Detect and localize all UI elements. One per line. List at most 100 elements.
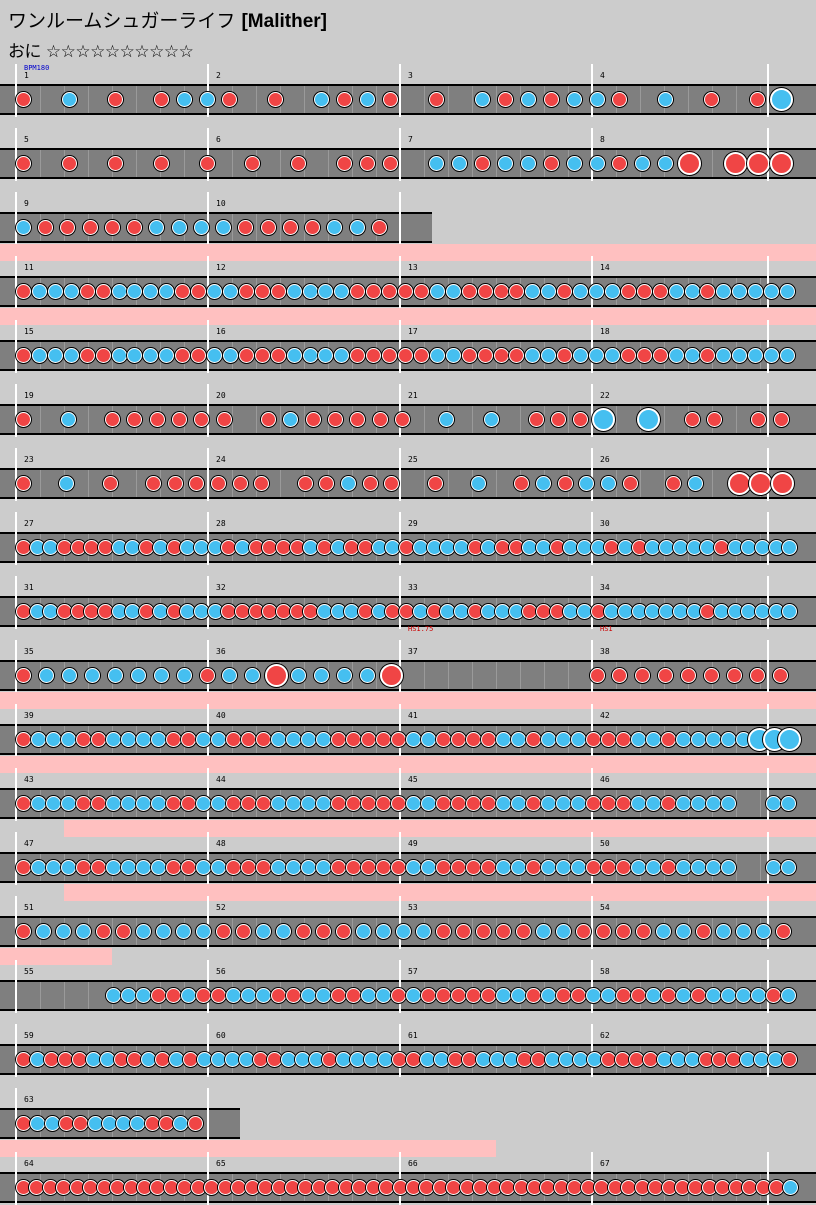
don-note: [166, 795, 181, 811]
ka-note: [511, 987, 526, 1003]
ka-note: [656, 923, 671, 939]
ka-note: [61, 795, 76, 811]
ka-note: [586, 987, 601, 1003]
bpm-label: BPM180: [24, 64, 50, 72]
measure-number: 16: [216, 327, 226, 336]
lane-border: [0, 945, 816, 947]
ka-note: [301, 795, 316, 811]
ka-note: [766, 795, 781, 811]
ka-note: [768, 1051, 784, 1067]
ka-note: [116, 1115, 132, 1131]
barline: [591, 64, 593, 117]
measure-number: 47: [24, 839, 34, 848]
ka-note: [589, 283, 605, 299]
don-note: [556, 987, 571, 1003]
don-note: [234, 603, 250, 619]
ka-note: [601, 475, 616, 491]
ka-note: [676, 731, 691, 747]
big-don-note: [264, 664, 288, 687]
beat-line: [520, 406, 521, 433]
ka-note: [193, 539, 209, 555]
don-note: [317, 539, 333, 555]
ka-note: [489, 1051, 505, 1067]
don-note: [773, 411, 789, 427]
don-note: [270, 347, 286, 363]
ka-note: [121, 987, 136, 1003]
beat-line: [352, 662, 353, 689]
barline: [15, 64, 17, 117]
ka-note: [143, 283, 159, 299]
barline: [399, 704, 401, 757]
barline: [207, 704, 209, 757]
barline: [207, 1088, 209, 1141]
lane-border: [0, 497, 816, 499]
don-note: [127, 1051, 143, 1067]
ka-note: [29, 1051, 45, 1067]
ka-note: [646, 731, 661, 747]
don-note: [436, 859, 451, 875]
ka-note: [63, 283, 79, 299]
don-note: [79, 347, 95, 363]
don-note: [700, 603, 716, 619]
measure-number: 63: [24, 1095, 34, 1104]
lane-border: [0, 689, 816, 691]
difficulty-label: [Malither]: [241, 11, 327, 32]
ka-note: [84, 667, 100, 683]
gogo-section: [64, 884, 816, 901]
measure-number: 30: [600, 519, 610, 528]
don-note: [636, 347, 652, 363]
ka-note: [676, 923, 691, 939]
barline: [399, 128, 401, 181]
ka-note: [713, 603, 729, 619]
don-note: [782, 1051, 798, 1067]
don-note: [493, 283, 509, 299]
ka-note: [46, 859, 61, 875]
ka-note: [47, 347, 63, 363]
ka-note: [541, 283, 557, 299]
big-don-note: [727, 472, 751, 495]
ka-note: [706, 987, 721, 1003]
ka-note: [635, 155, 651, 171]
beat-line: [352, 86, 353, 113]
ka-note: [193, 219, 209, 235]
barline: [767, 64, 769, 117]
don-note: [366, 347, 382, 363]
don-note: [194, 411, 210, 427]
don-note: [696, 923, 711, 939]
ka-note: [127, 347, 143, 363]
barline: [767, 256, 769, 309]
don-note: [528, 411, 544, 427]
lane-border: [0, 1108, 240, 1110]
barline: [399, 1024, 401, 1077]
big-don-note: [749, 472, 773, 495]
beat-line: [664, 406, 665, 433]
don-note: [159, 1115, 175, 1131]
don-note: [571, 987, 586, 1003]
don-note: [91, 795, 106, 811]
ka-note: [152, 539, 168, 555]
don-note: [276, 603, 291, 619]
don-note: [596, 923, 611, 939]
don-note: [254, 475, 270, 491]
don-note: [110, 1179, 126, 1195]
don-note: [376, 731, 391, 747]
don-note: [268, 91, 284, 107]
don-note: [155, 1051, 171, 1067]
gogo-section: [0, 244, 816, 261]
don-note: [328, 411, 343, 427]
don-note: [144, 1115, 160, 1131]
don-note: [526, 859, 541, 875]
don-note: [102, 475, 118, 491]
measure-number: 3: [408, 71, 413, 80]
don-note: [700, 283, 716, 299]
ka-note: [589, 91, 605, 107]
don-note: [76, 731, 91, 747]
ka-note: [31, 283, 47, 299]
ka-note: [748, 283, 764, 299]
ka-note: [406, 731, 421, 747]
barline: [591, 896, 593, 949]
don-note: [648, 1179, 664, 1195]
don-note: [296, 923, 311, 939]
ka-note: [224, 1051, 240, 1067]
measure-number: 1: [24, 71, 29, 80]
